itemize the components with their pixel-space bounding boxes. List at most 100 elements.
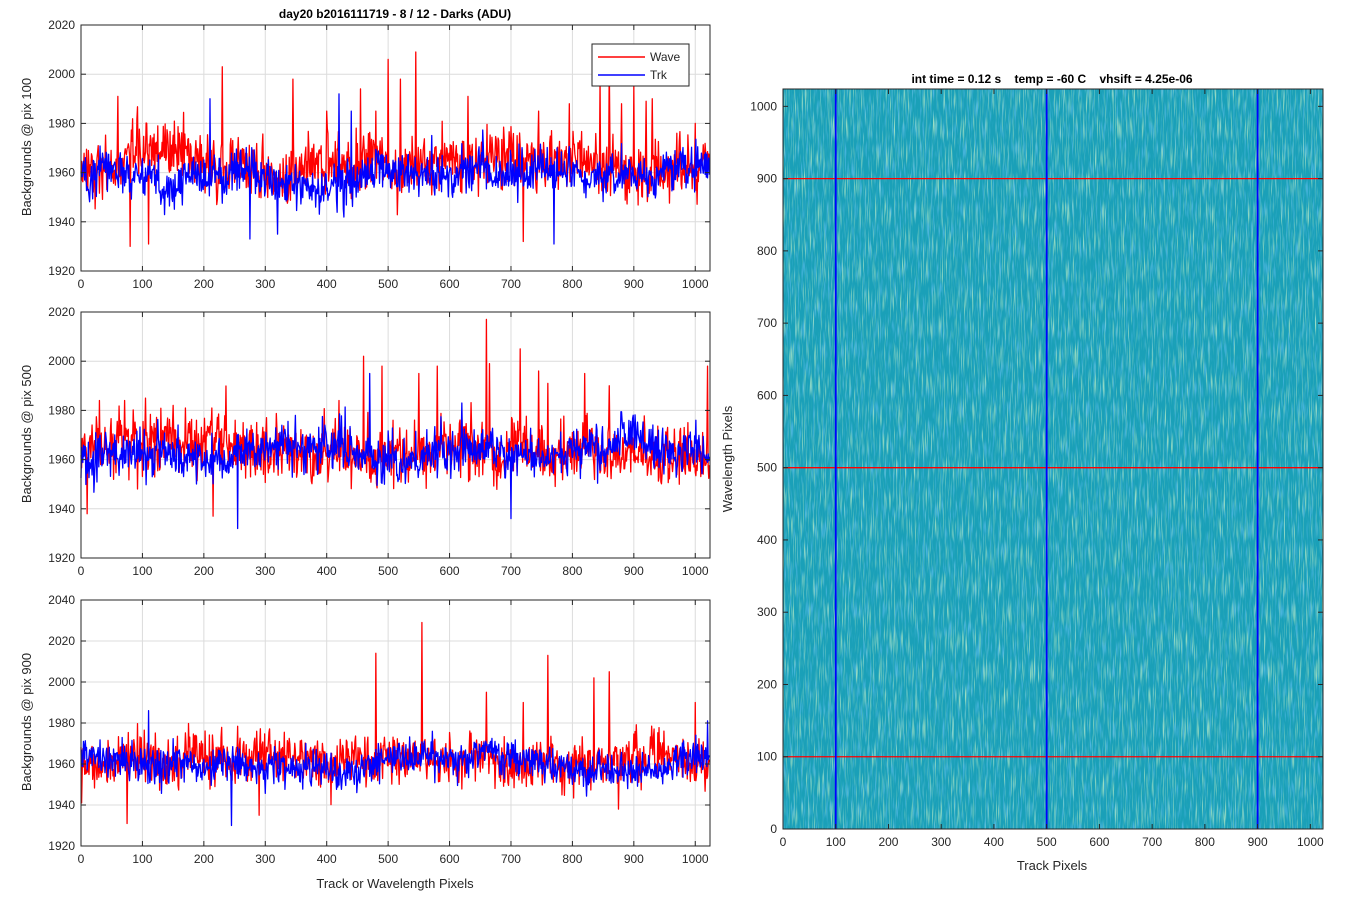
x-tick-label: 200 bbox=[194, 277, 214, 291]
y-tick-label: 100 bbox=[757, 750, 777, 764]
x-tick-label: 500 bbox=[378, 564, 398, 578]
y-tick-label: 200 bbox=[757, 677, 777, 691]
x-tick-label: 1000 bbox=[1297, 835, 1324, 849]
y-tick-label: 2020 bbox=[48, 634, 75, 648]
x-tick-label: 300 bbox=[931, 835, 951, 849]
x-tick-label: 700 bbox=[1142, 835, 1162, 849]
x-tick-label: 900 bbox=[1248, 835, 1268, 849]
x-tick-label: 400 bbox=[984, 835, 1004, 849]
y-tick-label: 1960 bbox=[48, 166, 75, 180]
heatmap-texture-bright bbox=[783, 89, 1323, 829]
y-tick-label: 2000 bbox=[48, 354, 75, 368]
x-tick-label: 300 bbox=[255, 564, 275, 578]
x-tick-label: 300 bbox=[255, 277, 275, 291]
heatmap-y-axis-label: Wavelength Pixels bbox=[720, 405, 735, 512]
y-tick-label: 1960 bbox=[48, 453, 75, 467]
y-axis-label-pix100: Backgrounds @ pix 100 bbox=[19, 78, 34, 216]
y-tick-label: 2040 bbox=[48, 593, 75, 607]
figure-title: day20 b2016111719 - 8 / 12 - Darks (ADU) bbox=[279, 7, 511, 21]
x-tick-label: 400 bbox=[317, 277, 337, 291]
x-tick-label: 800 bbox=[562, 852, 582, 866]
x-tick-label: 0 bbox=[78, 277, 85, 291]
x-tick-label: 400 bbox=[317, 852, 337, 866]
heatmap-axes-frame bbox=[782, 88, 1324, 830]
legend-wave-label: Wave bbox=[650, 50, 681, 64]
y-tick-label: 2020 bbox=[48, 18, 75, 32]
x-tick-label: 100 bbox=[132, 564, 152, 578]
x-tick-label: 700 bbox=[501, 277, 521, 291]
y-tick-label: 900 bbox=[757, 172, 777, 186]
ticks-pix500: 0 100 200 300 400 500 600 700 800 900 1000 1920 1940… bbox=[48, 305, 710, 578]
x-tick-label: 200 bbox=[194, 564, 214, 578]
x-tick-label: 700 bbox=[501, 852, 521, 866]
y-tick-label: 1000 bbox=[750, 99, 777, 113]
y-tick-label: 2000 bbox=[48, 67, 75, 81]
x-tick-label: 1000 bbox=[682, 564, 709, 578]
series-group-pix900 bbox=[80, 621, 711, 827]
y-axis-label-pix500: Backgrounds @ pix 500 bbox=[19, 365, 34, 503]
series-line-trk bbox=[80, 710, 710, 827]
x-tick-label: 1000 bbox=[682, 852, 709, 866]
x-axis-label-shared: Track or Wavelength Pixels bbox=[316, 876, 474, 891]
axes-frame-pix100 bbox=[80, 24, 711, 272]
heatmap-marker-lines bbox=[783, 89, 1323, 829]
y-tick-label: 1980 bbox=[48, 403, 75, 417]
legend-box bbox=[591, 43, 690, 87]
series-group-pix500 bbox=[80, 318, 711, 530]
x-tick-label: 100 bbox=[826, 835, 846, 849]
heatmap-ticks: 0 100 200 300 400 500 600 700 800 900 1000 0 100 200 3… bbox=[750, 89, 1324, 849]
y-tick-label: 1940 bbox=[48, 215, 75, 229]
series-group-pix100 bbox=[80, 51, 711, 248]
y-tick-label: 2020 bbox=[48, 305, 75, 319]
backgrounds-pix900-plot: Backgrounds @ pix 900 0 100 200 300 400 500 60… bbox=[19, 593, 711, 891]
y-tick-label: 300 bbox=[757, 605, 777, 619]
x-tick-label: 500 bbox=[378, 852, 398, 866]
x-tick-label: 100 bbox=[132, 852, 152, 866]
x-tick-label: 100 bbox=[132, 277, 152, 291]
x-tick-label: 600 bbox=[440, 852, 460, 866]
y-tick-label: 1920 bbox=[48, 839, 75, 853]
x-tick-label: 600 bbox=[1089, 835, 1109, 849]
x-tick-label: 0 bbox=[780, 835, 787, 849]
x-tick-label: 500 bbox=[378, 277, 398, 291]
x-tick-label: 600 bbox=[440, 564, 460, 578]
y-tick-label: 600 bbox=[757, 388, 777, 402]
legend-trk-label: Trk bbox=[650, 68, 668, 82]
y-tick-label: 0 bbox=[770, 822, 777, 836]
series-line-trk bbox=[80, 372, 711, 530]
x-tick-label: 900 bbox=[624, 564, 644, 578]
x-tick-label: 900 bbox=[624, 852, 644, 866]
x-tick-label: 200 bbox=[878, 835, 898, 849]
x-tick-label: 600 bbox=[440, 277, 460, 291]
y-axis-label-pix900: Backgrounds @ pix 900 bbox=[19, 653, 34, 791]
y-tick-label: 1980 bbox=[48, 716, 75, 730]
y-tick-label: 1960 bbox=[48, 757, 75, 771]
x-tick-label: 200 bbox=[194, 852, 214, 866]
ticks-pix100: 0 100 200 300 400 500 600 700 800 900 1000 1920 1940… bbox=[48, 18, 710, 291]
series-line-wave bbox=[80, 318, 711, 517]
dark-frame-heatmap: int time = 0.12 s temp = -60 C vhsift = … bbox=[720, 72, 1324, 873]
y-tick-label: 400 bbox=[757, 533, 777, 547]
heatmap-x-axis-label: Track Pixels bbox=[1017, 858, 1088, 873]
y-tick-label: 1940 bbox=[48, 798, 75, 812]
axes-frame-pix500 bbox=[80, 311, 711, 559]
heatmap-image bbox=[783, 89, 1323, 829]
x-tick-label: 800 bbox=[562, 277, 582, 291]
y-tick-label: 1940 bbox=[48, 502, 75, 516]
heatmap-title: int time = 0.12 s temp = -60 C vhsift = … bbox=[911, 72, 1192, 86]
x-tick-label: 1000 bbox=[682, 277, 709, 291]
x-tick-label: 800 bbox=[562, 564, 582, 578]
y-tick-label: 2000 bbox=[48, 675, 75, 689]
y-tick-label: 1980 bbox=[48, 116, 75, 130]
x-tick-label: 0 bbox=[78, 564, 85, 578]
ticks-pix900: 0 100 200 300 400 500 600 700 800 900 1000 1920 1940… bbox=[48, 593, 710, 866]
y-tick-label: 700 bbox=[757, 316, 777, 330]
backgrounds-pix500-plot: Backgrounds @ pix 500 0 100 200 300 400 500 60… bbox=[19, 305, 711, 578]
y-tick-label: 800 bbox=[757, 244, 777, 258]
y-tick-label: 500 bbox=[757, 461, 777, 475]
x-tick-label: 800 bbox=[1195, 835, 1215, 849]
backgrounds-pix100-plot: day20 b2016111719 - 8 / 12 - Darks (ADU)… bbox=[19, 7, 711, 291]
y-tick-label: 1920 bbox=[48, 551, 75, 565]
x-tick-label: 700 bbox=[501, 564, 521, 578]
